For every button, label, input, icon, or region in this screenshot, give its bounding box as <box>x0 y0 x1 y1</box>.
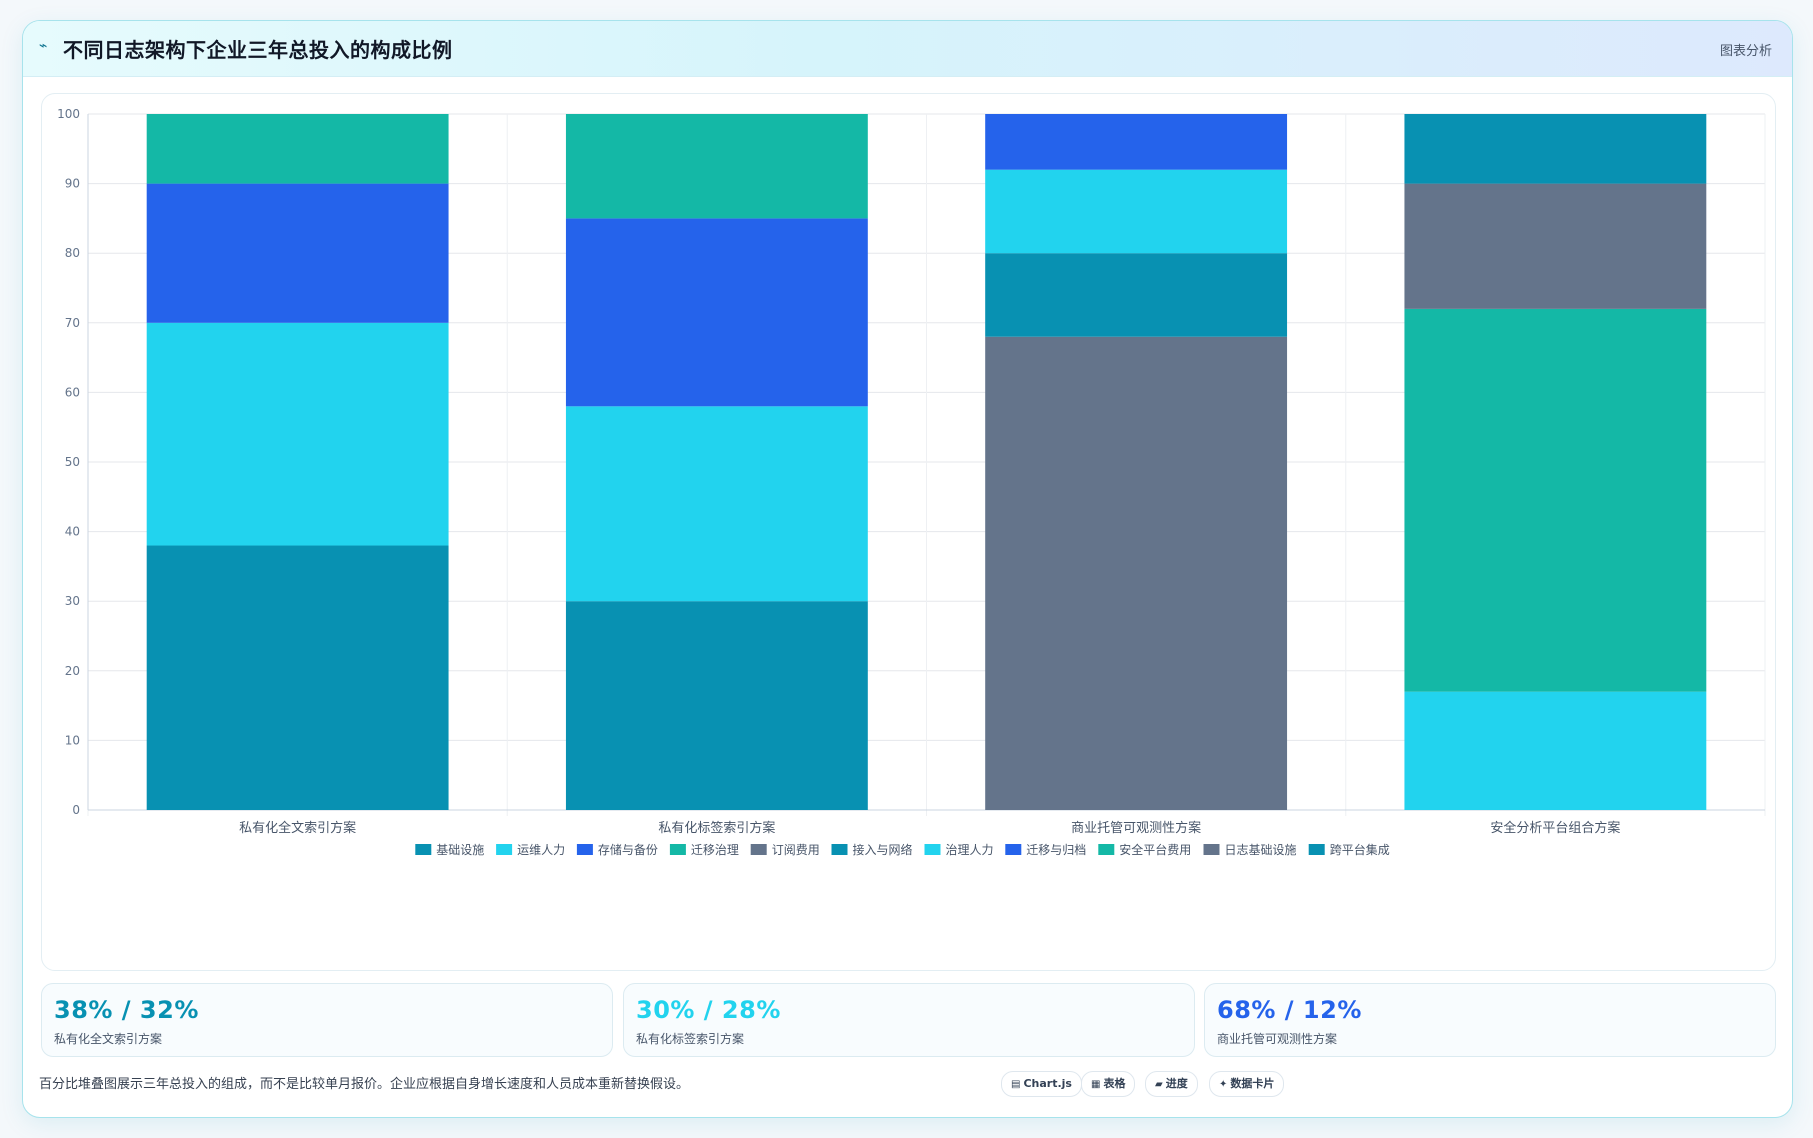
footer-note: 百分比堆叠图展示三年总投入的组成，而不是比较单月报价。企业应根据自身增长速度和人… <box>39 1077 690 1092</box>
card-header: ⌁ 不同日志架构下企业三年总投入的构成比例 图表分析 <box>23 21 1792 77</box>
chart-wave-icon: ⌁ <box>39 38 48 54</box>
bar-segment <box>146 545 449 810</box>
bar-segment <box>565 114 868 219</box>
legend-label: 订阅费用 <box>772 843 820 857</box>
legend-label: 日志基础设施 <box>1225 843 1297 857</box>
legend-label: 基础设施 <box>436 843 484 857</box>
legend-swatch <box>1203 844 1220 855</box>
bar-segment <box>1404 183 1707 309</box>
bar-segment <box>985 169 1288 254</box>
legend-label: 跨平台集成 <box>1330 842 1390 857</box>
chip-label: 进度 <box>1165 1077 1188 1090</box>
legend-label: 存储与备份 <box>598 842 658 857</box>
chip-progress[interactable]: ▰ 进度 <box>1145 1071 1198 1097</box>
legend-label: 接入与网络 <box>853 842 913 857</box>
bar-segment <box>146 322 449 546</box>
legend-label: 治理人力 <box>946 843 994 857</box>
chip-label: 数据卡片 <box>1230 1077 1275 1090</box>
stat-value: 38% / 32% <box>54 996 199 1024</box>
y-tick-label: 40 <box>65 525 80 539</box>
stat-value: 68% / 12% <box>1217 996 1362 1024</box>
x-tick-label: 安全分析平台组合方案 <box>1490 820 1620 836</box>
legend-swatch <box>1308 844 1325 855</box>
stat-card-label-index: 30% / 28% 私有化标签索引方案 <box>623 983 1195 1057</box>
legend-swatch <box>669 844 686 855</box>
legend-swatch <box>496 844 513 855</box>
y-tick-label: 30 <box>65 594 80 608</box>
bar-segment <box>985 253 1288 337</box>
bar-segment <box>565 601 868 810</box>
stat-card-managed: 68% / 12% 商业托管可观测性方案 <box>1204 983 1776 1057</box>
legend-swatch <box>576 844 593 855</box>
legend-swatch <box>924 844 941 855</box>
bar-segment <box>1404 691 1707 810</box>
bar-segment <box>985 114 1288 170</box>
stacked-bar-chart: 0 10 20 30 40 50 60 70 80 90 100 私有化全文索引方案 私有化标签索引方案… <box>57 107 1766 857</box>
page-title: 不同日志架构下企业三年总投入的构成比例 <box>63 38 453 62</box>
bar-segment <box>146 114 449 184</box>
stat-cards: 38% / 32% 私有化全文索引方案 30% / 28% 私有化标签索引方案 … <box>41 983 1776 1057</box>
chip-label: Chart.js <box>1023 1077 1072 1090</box>
legend-label: 安全平台费用 <box>1119 842 1191 857</box>
stat-label: 私有化标签索引方案 <box>636 1032 745 1046</box>
chart-icon: ▤ <box>1011 1079 1021 1090</box>
stat-label: 私有化全文索引方案 <box>54 1032 163 1046</box>
bar-segment <box>1404 308 1707 692</box>
chip-table[interactable]: ▦ 表格 <box>1081 1071 1136 1097</box>
y-tick-label: 50 <box>65 455 80 469</box>
legend-swatch <box>831 844 848 855</box>
stat-value: 30% / 28% <box>636 996 781 1024</box>
x-tick-label: 私有化标签索引方案 <box>658 820 775 836</box>
y-tick-label: 10 <box>65 733 80 747</box>
progress-icon: ▰ <box>1155 1079 1163 1090</box>
y-tick-label: 0 <box>72 803 80 817</box>
legend-label: 运维人力 <box>517 843 565 857</box>
chart-analysis-link[interactable]: 图表分析 <box>1719 44 1772 59</box>
y-tick-label: 60 <box>65 385 80 399</box>
legend-swatch <box>1098 844 1115 855</box>
table-icon: ▦ <box>1091 1079 1101 1090</box>
bar-segment <box>565 406 868 602</box>
card-icon: ✦ <box>1219 1079 1228 1090</box>
y-tick-label: 100 <box>57 107 80 121</box>
legend-swatch <box>415 844 432 855</box>
x-tick-label: 商业托管可观测性方案 <box>1071 820 1201 836</box>
chart-container: 0 10 20 30 40 50 60 70 80 90 100 私有化全文索引方案 私有化标签索引方案… <box>41 93 1776 971</box>
legend-swatch <box>1005 844 1022 855</box>
bar-segment <box>1404 114 1707 184</box>
stat-label: 商业托管可观测性方案 <box>1217 1032 1338 1046</box>
y-tick-label: 70 <box>65 316 80 330</box>
bar-segment <box>146 183 449 323</box>
x-tick-label: 私有化全文索引方案 <box>239 820 356 836</box>
bar-segment <box>985 336 1288 810</box>
chart-card: ⌁ 不同日志架构下企业三年总投入的构成比例 图表分析 0 10 20 30 40 50 60… <box>22 20 1793 1118</box>
y-tick-label: 80 <box>65 246 80 260</box>
y-tick-label: 90 <box>65 177 80 191</box>
bar-segment <box>565 218 868 407</box>
y-tick-label: 20 <box>65 664 80 678</box>
stat-card-full-text: 38% / 32% 私有化全文索引方案 <box>41 983 613 1057</box>
chip-chartjs[interactable]: ▤ Chart.js <box>1001 1071 1082 1097</box>
chip-label: 表格 <box>1103 1077 1126 1090</box>
chip-data-card[interactable]: ✦ 数据卡片 <box>1209 1071 1285 1097</box>
legend-label: 迁移治理 <box>691 843 739 857</box>
legend-label: 迁移与归档 <box>1026 843 1086 857</box>
legend-swatch <box>750 844 767 855</box>
